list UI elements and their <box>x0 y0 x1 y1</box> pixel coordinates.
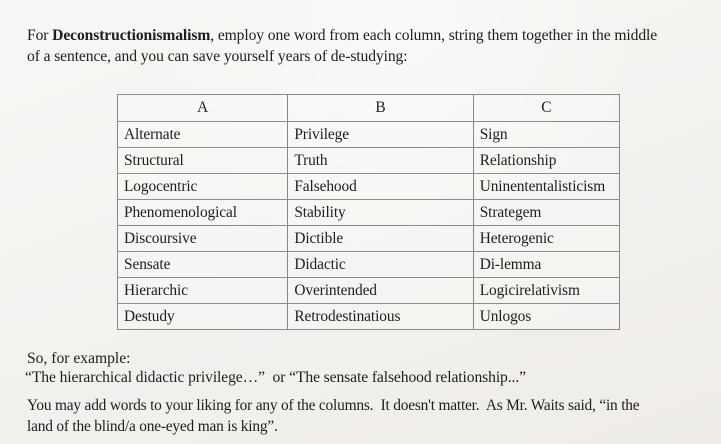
table-cell: Strategem <box>472 199 621 226</box>
table-row: Logocentric Falsehood Uninententalisticism <box>116 173 621 200</box>
intro-paragraph: For Deconstructionismalism, employ one w… <box>27 25 657 67</box>
table-cell: Uninententalisticism <box>472 173 621 200</box>
table-cell: Falsehood <box>287 173 474 200</box>
table-cell: Destudy <box>116 303 289 330</box>
intro-rest: , employ one word from each column, stri… <box>210 27 658 44</box>
table-cell: Logocentric <box>116 173 289 200</box>
table-cell: Heterogenic <box>472 225 621 252</box>
table-header-cell: B <box>287 94 474 122</box>
table-cell: Alternate <box>116 121 289 148</box>
table-row: Structural Truth Relationship <box>116 147 621 174</box>
closing-line-2: land of the blind/a one-eyed man is king… <box>27 418 278 435</box>
intro-line-2: of a sentence, and you can save yourself… <box>27 48 408 65</box>
table-cell: Stability <box>287 199 474 226</box>
table-cell: Sign <box>472 121 621 148</box>
table-cell: Unlogos <box>472 303 621 330</box>
table-cell: Overintended <box>287 277 474 304</box>
table-cell: Sensate <box>116 251 289 278</box>
table-header-cell: A <box>116 94 289 122</box>
table-cell: Discoursive <box>116 225 289 252</box>
table-cell: Di-lemma <box>472 251 621 278</box>
table-body: Alternate Privilege Sign Structural Truth Rel… <box>116 121 621 330</box>
table-row: Hierarchic Overintended Logicirelativism <box>116 277 621 304</box>
table-cell: Relationship <box>472 147 621 174</box>
example-quote-line: “The hierarchical didactic privilege…” o… <box>25 369 526 386</box>
table-row: Destudy Retrodestinatious Unlogos <box>116 303 621 330</box>
table-row: Discoursive Dictible Heterogenic <box>116 225 621 252</box>
table-cell: Dictible <box>287 225 474 252</box>
closing-line-1: You may add words to your liking for any… <box>27 397 640 414</box>
table-cell: Truth <box>287 147 474 174</box>
table-row: Alternate Privilege Sign <box>116 121 621 148</box>
example-lead: So, for example: <box>27 350 131 367</box>
table-row: Sensate Didactic Di-lemma <box>116 251 621 278</box>
table-cell: Logicirelativism <box>472 277 621 304</box>
table-cell: Retrodestinatious <box>287 303 474 330</box>
intro-prefix: For <box>27 27 53 44</box>
table-cell: Privilege <box>287 121 474 148</box>
table-row: Phenomenological Stability Strategem <box>116 199 621 226</box>
table-cell: Phenomenological <box>116 199 289 226</box>
table-cell: Structural <box>116 147 289 174</box>
table-header-cell: C <box>472 94 621 122</box>
table-cell: Hierarchic <box>116 277 289 304</box>
term-deconstructionismalism: Deconstructionismalism <box>52 27 211 44</box>
intro-line-1: For Deconstructionismalism, employ one w… <box>27 25 657 46</box>
closing-paragraph: You may add words to your liking for any… <box>27 395 640 437</box>
table-cell: Didactic <box>287 251 474 278</box>
